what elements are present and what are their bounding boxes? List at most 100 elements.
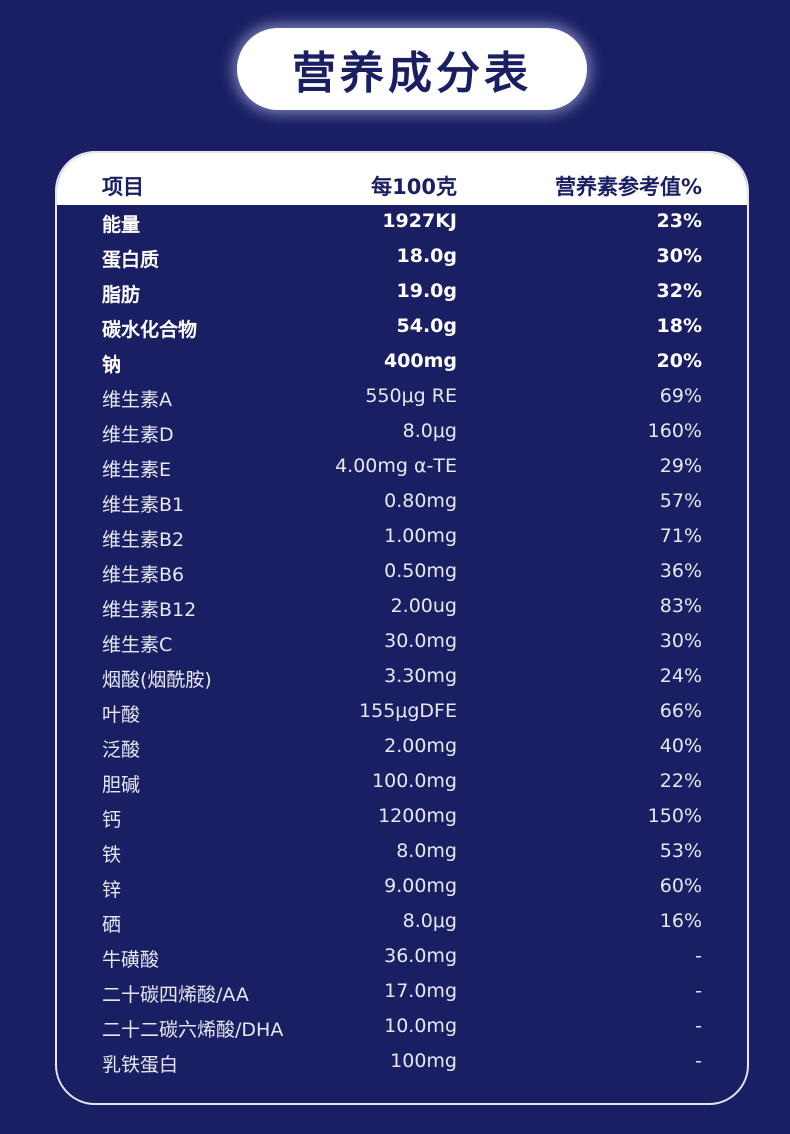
row-name: 维生素B12 xyxy=(102,599,197,621)
row-name: 钠 xyxy=(102,354,122,376)
row-nrv: 69% xyxy=(659,385,702,407)
row-nrv: 53% xyxy=(659,840,702,862)
row-nrv: 60% xyxy=(659,875,702,897)
row-nrv: 29% xyxy=(659,455,702,477)
table-row: 牛磺酸 36.0mg - xyxy=(57,941,747,976)
row-name: 维生素E xyxy=(102,459,172,481)
row-name: 能量 xyxy=(102,214,141,236)
table-row: 维生素B1 0.80mg 57% xyxy=(57,486,747,521)
row-amount: 19.0g xyxy=(396,280,457,302)
table-row: 维生素B2 1.00mg 71% xyxy=(57,521,747,556)
row-name: 维生素A xyxy=(102,389,172,411)
row-nrv: 150% xyxy=(647,805,702,827)
row-amount: 2.00mg xyxy=(384,735,457,757)
row-nrv: 30% xyxy=(659,630,702,652)
row-amount: 8.0μg xyxy=(402,420,457,442)
row-name: 维生素C xyxy=(102,634,173,656)
row-amount: 100.0mg xyxy=(372,770,457,792)
row-amount: 100mg xyxy=(390,1050,457,1072)
table-row: 锌 9.00mg 60% xyxy=(57,871,747,906)
table-row: 乳铁蛋白 100mg - xyxy=(57,1046,747,1081)
row-amount: 155μgDFE xyxy=(359,700,457,722)
row-nrv: - xyxy=(695,945,702,967)
row-nrv: - xyxy=(695,980,702,1002)
table-row: 能量 1927KJ 23% xyxy=(57,206,747,241)
table-row: 泛酸 2.00mg 40% xyxy=(57,731,747,766)
table-row: 烟酸(烟酰胺) 3.30mg 24% xyxy=(57,661,747,696)
row-amount: 10.0mg xyxy=(384,1015,457,1037)
row-name: 乳铁蛋白 xyxy=(102,1054,179,1076)
row-amount: 8.0μg xyxy=(402,910,457,932)
row-amount: 0.50mg xyxy=(384,560,457,582)
table-row: 硒 8.0μg 16% xyxy=(57,906,747,941)
row-name: 锌 xyxy=(102,879,122,901)
table-row: 脂肪 19.0g 32% xyxy=(57,276,747,311)
table-row: 二十碳四烯酸/AA 17.0mg - xyxy=(57,976,747,1011)
row-name: 碳水化合物 xyxy=(102,319,198,341)
row-amount: 3.30mg xyxy=(384,665,457,687)
header-per100: 每100克 xyxy=(371,175,457,199)
row-name: 铁 xyxy=(102,844,122,866)
table-row: 叶酸 155μgDFE 66% xyxy=(57,696,747,731)
table-row: 维生素C 30.0mg 30% xyxy=(57,626,747,661)
row-amount: 550μg RE xyxy=(365,385,457,407)
row-nrv: 57% xyxy=(659,490,702,512)
header-nrv: 营养素参考值% xyxy=(554,175,702,199)
row-name: 泛酸 xyxy=(102,739,141,761)
row-amount: 0.80mg xyxy=(384,490,457,512)
row-name: 二十二碳六烯酸/DHA xyxy=(102,1019,284,1041)
row-name: 钙 xyxy=(102,809,122,831)
row-name: 胆碱 xyxy=(102,774,141,796)
row-name: 脂肪 xyxy=(102,284,141,306)
row-amount: 1.00mg xyxy=(384,525,457,547)
row-amount: 18.0g xyxy=(396,245,457,267)
table-row: 维生素E 4.00mg α-TE 29% xyxy=(57,451,747,486)
table-row: 维生素B12 2.00ug 83% xyxy=(57,591,747,626)
row-name: 烟酸(烟酰胺) xyxy=(102,669,212,691)
table-row: 维生素B6 0.50mg 36% xyxy=(57,556,747,591)
row-nrv: 66% xyxy=(659,700,702,722)
table-row: 碳水化合物 54.0g 18% xyxy=(57,311,747,346)
row-nrv: 36% xyxy=(659,560,702,582)
row-amount: 30.0mg xyxy=(384,630,457,652)
table-row: 蛋白质 18.0g 30% xyxy=(57,241,747,276)
row-name: 二十碳四烯酸/AA xyxy=(102,984,249,1006)
table-row: 二十二碳六烯酸/DHA 10.0mg - xyxy=(57,1011,747,1046)
row-amount: 1200mg xyxy=(378,805,457,827)
row-name: 叶酸 xyxy=(102,704,141,726)
row-amount: 36.0mg xyxy=(384,945,457,967)
row-amount: 17.0mg xyxy=(384,980,457,1002)
table-row: 维生素A 550μg RE 69% xyxy=(57,381,747,416)
row-nrv: 32% xyxy=(656,280,702,302)
row-nrv: - xyxy=(695,1050,702,1072)
row-nrv: 22% xyxy=(659,770,702,792)
row-nrv: 83% xyxy=(659,595,702,617)
row-nrv: 160% xyxy=(647,420,702,442)
row-nrv: 40% xyxy=(659,735,702,757)
table-row: 铁 8.0mg 53% xyxy=(57,836,747,871)
row-nrv: 23% xyxy=(656,210,702,232)
row-nrv: 30% xyxy=(656,245,702,267)
table-header: 项目 每100克 营养素参考值% xyxy=(57,153,747,205)
row-name: 维生素B6 xyxy=(102,564,185,586)
row-name: 维生素D xyxy=(102,424,174,446)
header-item: 项目 xyxy=(102,175,144,199)
row-nrv: 18% xyxy=(656,315,702,337)
page-title: 营养成分表 xyxy=(292,48,532,99)
row-nrv: 71% xyxy=(659,525,702,547)
row-nrv: 16% xyxy=(659,910,702,932)
row-amount: 1927KJ xyxy=(382,210,457,232)
row-nrv: - xyxy=(695,1015,702,1037)
row-name: 硒 xyxy=(102,914,122,936)
row-name: 维生素B1 xyxy=(102,494,185,516)
table-row: 钙 1200mg 150% xyxy=(57,801,747,836)
row-nrv: 24% xyxy=(659,665,702,687)
table-row: 钠 400mg 20% xyxy=(57,346,747,381)
row-name: 蛋白质 xyxy=(102,249,160,271)
row-name: 牛磺酸 xyxy=(102,949,160,971)
row-amount: 400mg xyxy=(383,350,457,372)
table-row: 胆碱 100.0mg 22% xyxy=(57,766,747,801)
row-amount: 8.0mg xyxy=(396,840,457,862)
row-amount: 2.00ug xyxy=(390,595,457,617)
row-amount: 9.00mg xyxy=(384,875,457,897)
